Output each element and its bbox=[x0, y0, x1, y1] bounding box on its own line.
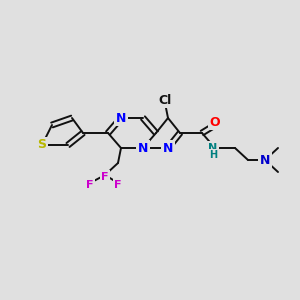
Text: F: F bbox=[86, 180, 94, 190]
Text: O: O bbox=[210, 116, 220, 128]
Text: N: N bbox=[163, 142, 173, 154]
Text: S: S bbox=[38, 139, 46, 152]
Text: N: N bbox=[116, 112, 126, 124]
Text: F: F bbox=[114, 180, 122, 190]
Text: N: N bbox=[138, 142, 148, 154]
Text: H: H bbox=[209, 150, 217, 160]
Text: N: N bbox=[260, 154, 270, 166]
Text: N: N bbox=[208, 143, 217, 153]
Text: Cl: Cl bbox=[158, 94, 172, 106]
Text: F: F bbox=[101, 172, 109, 182]
